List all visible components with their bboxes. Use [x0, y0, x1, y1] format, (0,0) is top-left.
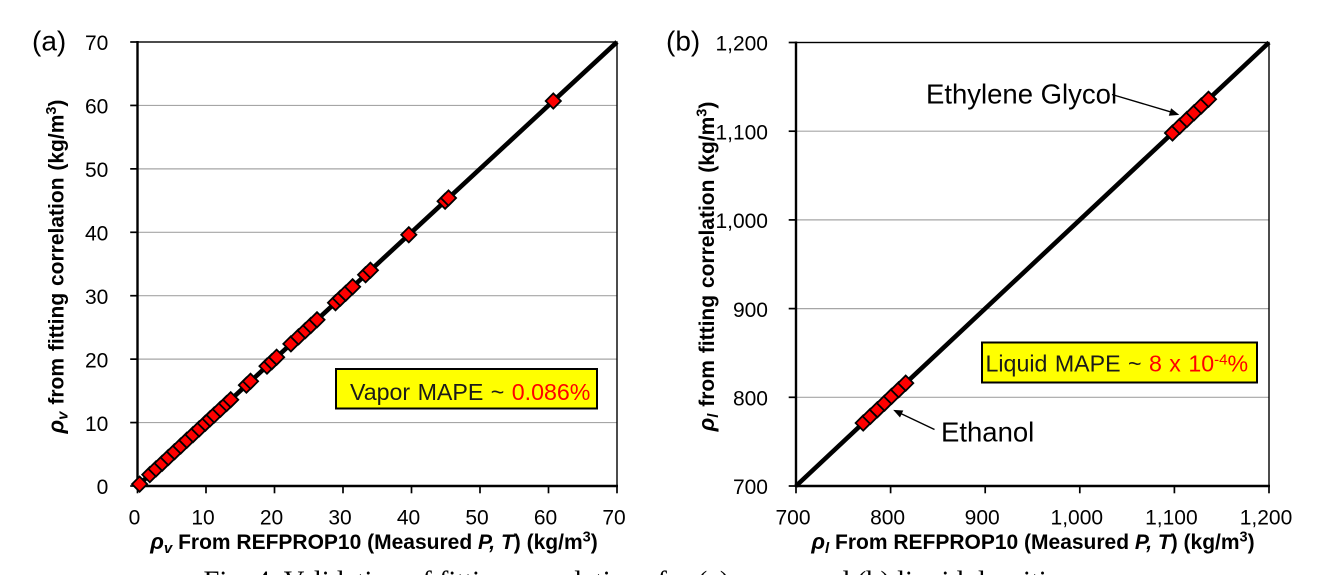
- svg-text:ρl from fitting correlation (k: ρl from fitting correlation (kg/m3): [694, 102, 722, 433]
- svg-text:1,100: 1,100: [715, 121, 768, 144]
- svg-text:Fig. 4. Validation of fitting: Fig. 4. Validation of fitting correlatio…: [204, 567, 1071, 576]
- svg-text:(a): (a): [32, 25, 66, 56]
- svg-text:40: 40: [85, 222, 108, 245]
- svg-text:Ethanol: Ethanol: [941, 417, 1034, 448]
- svg-text:1,000: 1,000: [715, 210, 768, 233]
- svg-text:70: 70: [85, 32, 108, 55]
- svg-text:700: 700: [775, 507, 810, 530]
- svg-text:50: 50: [465, 507, 488, 530]
- svg-text:20: 20: [260, 507, 283, 530]
- svg-text:800: 800: [733, 388, 768, 411]
- svg-text:70: 70: [602, 507, 625, 530]
- svg-text:30: 30: [85, 286, 108, 309]
- svg-text:Ethylene Glycol: Ethylene Glycol: [926, 79, 1117, 110]
- svg-text:1,200: 1,200: [715, 33, 768, 56]
- svg-text:ρv From REFPROP10 (Measured P,: ρv From REFPROP10 (Measured P, T) (kg/m3…: [149, 529, 597, 557]
- svg-text:60: 60: [534, 507, 557, 530]
- svg-text:40: 40: [397, 507, 420, 530]
- svg-text:10: 10: [191, 507, 214, 530]
- svg-text:900: 900: [733, 299, 768, 322]
- svg-text:Liquid MAPE ~ 8 x 10-4%: Liquid MAPE ~ 8 x 10-4%: [986, 351, 1249, 377]
- svg-text:0: 0: [97, 476, 109, 499]
- svg-text:700: 700: [733, 476, 768, 499]
- svg-text:0: 0: [129, 507, 141, 530]
- svg-text:1,100: 1,100: [1145, 507, 1198, 530]
- svg-text:50: 50: [85, 159, 108, 182]
- svg-text:20: 20: [85, 349, 108, 372]
- svg-text:10: 10: [85, 413, 108, 436]
- svg-text:ρv from fitting correlation (k: ρv from fitting correlation (kg/m3): [44, 100, 72, 435]
- svg-text:1,000: 1,000: [1051, 507, 1104, 530]
- svg-text:900: 900: [965, 507, 1000, 530]
- svg-text:Vapor MAPE ~ 0.086%: Vapor MAPE ~ 0.086%: [350, 379, 590, 405]
- svg-text:ρl From REFPROP10 (Measured P,: ρl From REFPROP10 (Measured P, T) (kg/m3…: [810, 529, 1254, 557]
- svg-text:(b): (b): [666, 25, 700, 56]
- svg-text:30: 30: [328, 507, 351, 530]
- svg-text:1,200: 1,200: [1240, 507, 1293, 530]
- svg-text:60: 60: [85, 96, 108, 119]
- svg-text:800: 800: [870, 507, 905, 530]
